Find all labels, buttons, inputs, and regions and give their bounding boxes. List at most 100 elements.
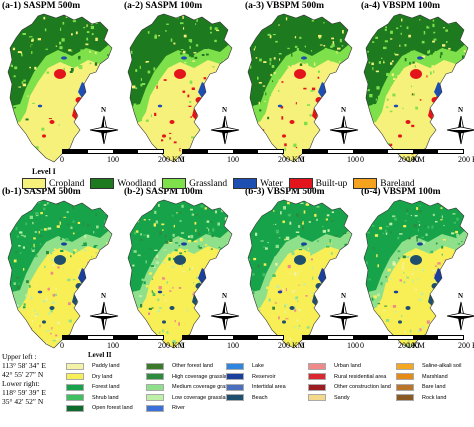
- legend-swatch: [66, 404, 84, 412]
- legend-level-2-item: Sandy: [308, 393, 391, 404]
- legend-level-2-item: Intertidal area: [226, 382, 286, 393]
- legend-swatch: [146, 373, 164, 381]
- legend-label: Built-up: [315, 178, 348, 189]
- legend-level-2-item: High coverage grassland: [146, 372, 241, 383]
- legend-swatch: [66, 373, 84, 381]
- legend-level-1-title: Level I: [32, 167, 56, 176]
- legend-label: Sandy: [334, 394, 350, 401]
- map-a1: [7, 13, 113, 163]
- compass-icon: [446, 115, 474, 145]
- scale-tick-label: 200: [398, 155, 410, 164]
- north-letter: N: [222, 106, 228, 114]
- legend-label: Intertidal area: [252, 384, 286, 391]
- legend-swatch: [233, 178, 258, 189]
- legend-swatch: [396, 383, 414, 391]
- legend-label: Grassland: [189, 178, 228, 189]
- north-letter: N: [341, 106, 347, 114]
- scale-bar-graphic: [362, 335, 464, 340]
- scale-tick-label: 200: [278, 155, 290, 164]
- north-arrow-icon: N: [324, 292, 364, 336]
- legend-level-2-item: Shrub land: [66, 393, 133, 404]
- north-letter: N: [101, 292, 107, 300]
- legend-level-2-item: Saline-alkali soil: [396, 361, 461, 372]
- legend-level-2-item: Open forest land: [66, 403, 133, 414]
- legend-item-built-up: Built-up: [288, 178, 348, 189]
- legend-label: Rock land: [422, 394, 447, 401]
- north-arrow-icon: N: [205, 292, 245, 336]
- lower-right-lon: 118° 59′ 39″ E: [2, 388, 46, 397]
- scale-tick-label: 0: [360, 341, 364, 350]
- legend-item-grassland: Grassland: [162, 178, 227, 189]
- compass-icon: [210, 115, 240, 145]
- lower-right-label: Lower right:: [2, 379, 40, 388]
- legend-level-2-item: Other forest land: [146, 361, 241, 372]
- legend-swatch: [22, 178, 46, 189]
- panel-title-a3: (a-3) VBSPM 500m: [245, 1, 324, 11]
- legend-swatch: [308, 362, 326, 370]
- legend-label: High coverage grassland: [172, 373, 233, 380]
- compass-icon: [89, 301, 119, 331]
- map-a2: [127, 13, 233, 163]
- scale-tick-label: 200: [458, 341, 470, 350]
- scale-tick-label: 200: [278, 341, 290, 350]
- legend-level-2: Level II Paddy land Dry land Forest land Sh…: [66, 351, 472, 426]
- legend-swatch: [396, 373, 414, 381]
- legend-label: Dry land: [92, 373, 113, 380]
- north-letter: N: [101, 106, 107, 114]
- map-b4: [363, 199, 469, 349]
- scale-tick-label: 0: [60, 341, 64, 350]
- legend-level-2-column: Saline-alkali soil Marshland Bare land Rock…: [396, 361, 461, 403]
- legend-label: Lake: [252, 363, 264, 370]
- legend-label: Forest land: [92, 384, 120, 391]
- scale-bar-graphic: [362, 149, 464, 154]
- scale-tick-label: 0: [180, 341, 184, 350]
- legend-swatch: [308, 394, 326, 402]
- scale-tick-label: 0: [60, 155, 64, 164]
- panel-title-b1: (b-1) SASPM 500m: [2, 187, 81, 197]
- legend-swatch: [308, 373, 326, 381]
- lower-right-lat: 35° 42′ 52″ N: [2, 397, 44, 406]
- legend-label: Medium coverage grassland: [172, 384, 242, 391]
- map-b3: [247, 199, 353, 349]
- scale-tick-label: 0: [300, 155, 304, 164]
- legend-label: Paddy land: [92, 363, 120, 370]
- legend-item-cropland: Cropland: [22, 178, 84, 189]
- legend-level-2-item: Other construction land: [308, 382, 391, 393]
- legend-label: Bareland: [380, 178, 415, 189]
- legend-swatch: [162, 178, 187, 189]
- legend-label: Cropland: [49, 178, 85, 189]
- scale-tick-label: 200: [158, 341, 170, 350]
- legend-swatch: [146, 404, 164, 412]
- legend-label: Open forest land: [92, 405, 133, 412]
- legend-item-woodland: Woodland: [90, 178, 156, 189]
- legend-swatch: [288, 178, 313, 189]
- scale-bar-graphic: [62, 149, 164, 154]
- legend-level-2-item: Forest land: [66, 382, 133, 393]
- legend-swatch: [396, 394, 414, 402]
- panel-title-a1: (a-1) SASPM 500m: [2, 1, 81, 11]
- legend-label: Other construction land: [334, 384, 391, 391]
- legend-level-2-column: Other forest land High coverage grassland…: [146, 361, 241, 414]
- legend-label: Urban land: [334, 363, 361, 370]
- map-a3: [247, 13, 353, 163]
- legend-level-2-item: River: [146, 403, 241, 414]
- map-a4: [363, 13, 469, 163]
- scale-tick-label: 100: [407, 341, 419, 350]
- legend-label: Other forest land: [172, 363, 213, 370]
- scale-tick-label: 100: [347, 155, 359, 164]
- north-arrow-icon: N: [324, 106, 364, 150]
- legend-label: Reservoir: [252, 373, 276, 380]
- scale-bar-graphic: [62, 335, 164, 340]
- north-arrow-icon: N: [205, 106, 245, 150]
- legend-swatch: [66, 394, 84, 402]
- legend-level-2-item: Bare land: [396, 382, 461, 393]
- compass-icon: [210, 301, 240, 331]
- compass-icon: [89, 115, 119, 145]
- legend-label: Shrub land: [92, 394, 119, 401]
- legend-label: Beach: [252, 394, 268, 401]
